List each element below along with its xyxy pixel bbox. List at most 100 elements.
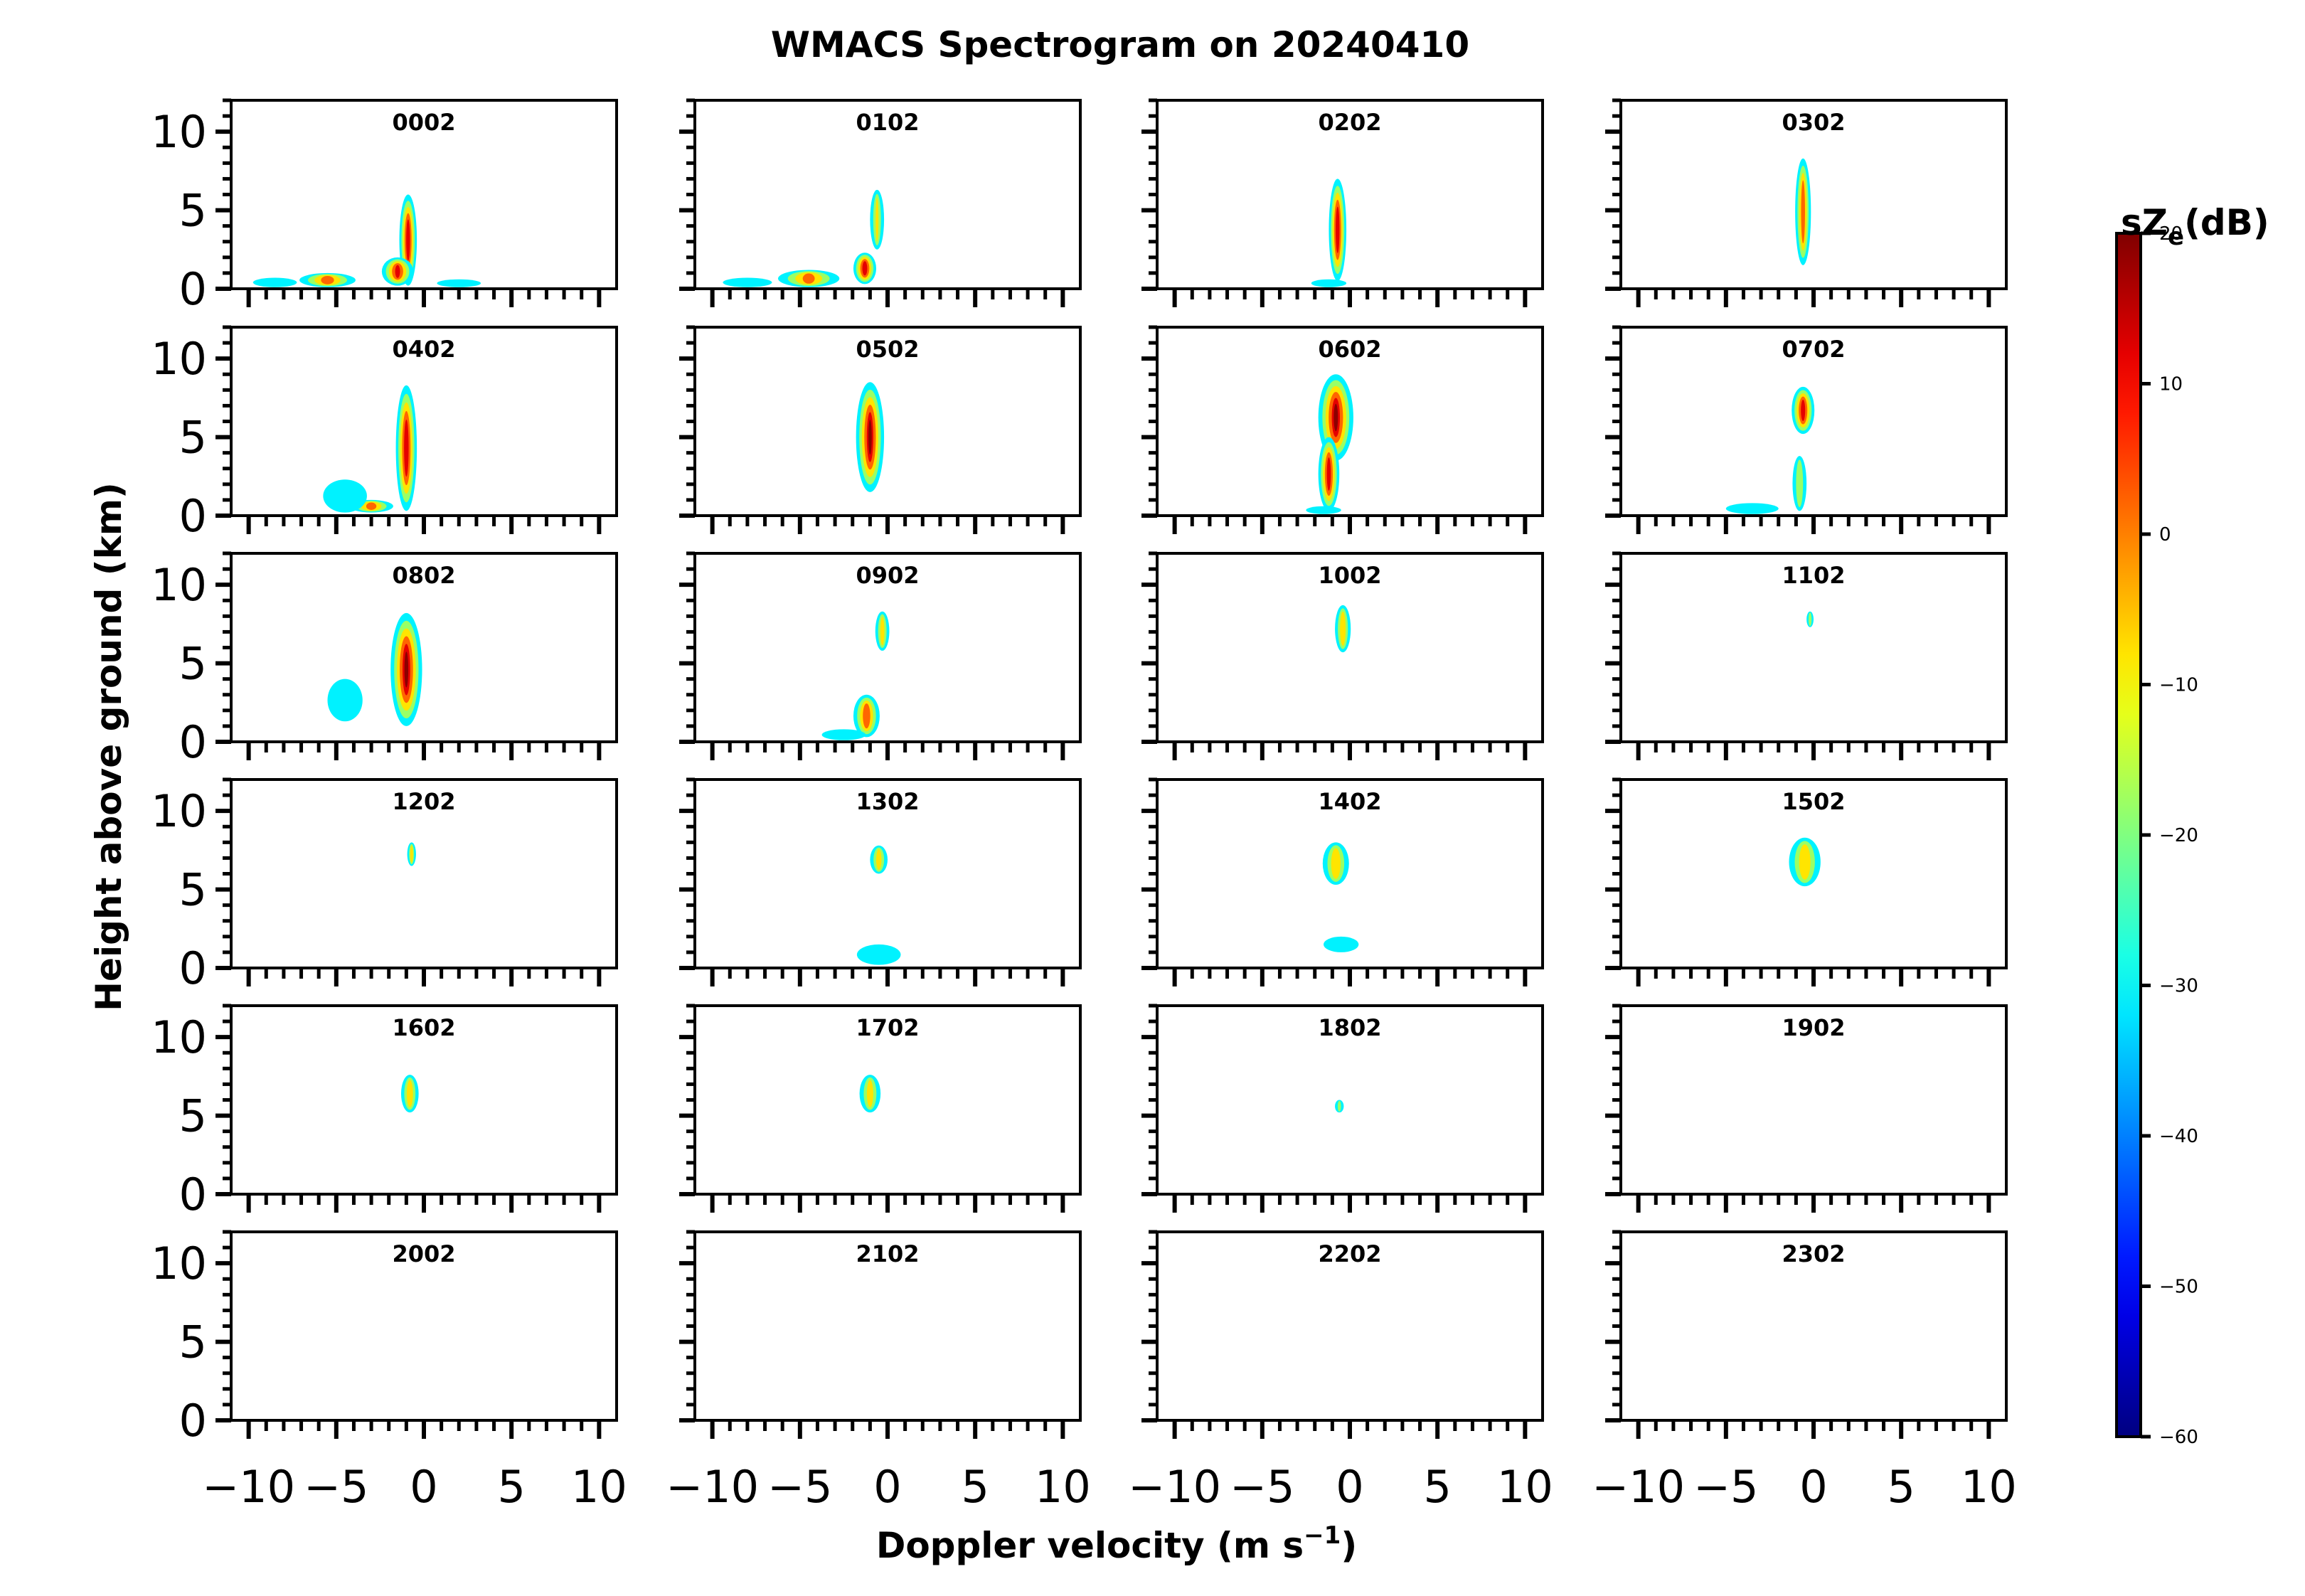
spectrogram-panel: 0302	[1605, 98, 2008, 307]
echo-layer	[1806, 611, 1814, 627]
colorbar-tick-label: −50	[2159, 1277, 2198, 1298]
x-tick-label: −10	[666, 1461, 759, 1513]
x-tick-label: −10	[1592, 1461, 1685, 1513]
spectrogram-panel: 1702	[679, 1004, 1082, 1213]
spectrogram-panel: 0002 0 5 10	[151, 98, 618, 315]
echo-contour	[868, 420, 872, 455]
spectrogram-panel: 1502	[1605, 777, 2008, 986]
x-tick-label: 10	[1497, 1461, 1553, 1513]
echo-contour	[723, 277, 772, 287]
spectrogram-panel: 1202 0 5 10	[151, 777, 618, 994]
panel-time-label: 2102	[856, 1240, 919, 1267]
spectrogram-panel: 0502	[679, 325, 1082, 534]
y-tick-label: 10	[151, 106, 207, 158]
echo-contour	[406, 219, 410, 261]
panel-time-label: 0002	[392, 109, 455, 136]
spectrogram-panel: 1602 0 5 10	[151, 1004, 618, 1220]
spectrogram-panel: 2002 0 5 10 −10 −5 0 5 10	[151, 1230, 627, 1513]
x-tick-label: 5	[1423, 1461, 1451, 1513]
colorbar-tick-label: −20	[2159, 825, 2198, 846]
panel-time-label: 0702	[1782, 336, 1845, 363]
y-tick-label: 10	[151, 785, 207, 837]
echo-contour	[1340, 611, 1346, 647]
x-axis-label-main: Doppler velocity (m s	[876, 1525, 1304, 1566]
colorbar-label-subscript: e	[2168, 223, 2184, 251]
x-tick-label: 5	[1887, 1461, 1915, 1513]
y-tick-label: 0	[179, 716, 207, 768]
echo-layer	[1335, 1100, 1344, 1113]
colorbar-tick-label: −30	[2159, 976, 2198, 997]
x-tick-label: 0	[1336, 1461, 1363, 1513]
panel-time-label: 0602	[1318, 336, 1381, 363]
colorbar: 20 10 0 −10 −20 −30 −40 −50 −60	[2115, 223, 2198, 1448]
y-tick-label: 5	[179, 638, 207, 690]
panel-time-label: 0402	[392, 336, 455, 363]
echo-layer	[252, 194, 481, 287]
y-tick-label: 5	[179, 185, 207, 237]
echo-contour	[1337, 1100, 1341, 1112]
panel-time-label: 0202	[1318, 109, 1381, 136]
echo-contour	[856, 944, 901, 965]
echo-layer	[1795, 158, 1811, 265]
echo-layer	[723, 189, 885, 287]
colorbar-tick-label: 10	[2159, 374, 2183, 395]
y-tick-label: 0	[179, 490, 207, 542]
echo-contour	[404, 419, 409, 477]
x-axis-label-superscript: −1	[1304, 1521, 1341, 1550]
echo-contour	[875, 849, 882, 871]
spectrogram-panel: 0902	[679, 551, 1082, 760]
colorbar-label-end: (dB)	[2184, 202, 2269, 243]
y-tick-label: 5	[179, 1090, 207, 1142]
colorbar-label-main: sZ	[2121, 202, 2168, 243]
spectrogram-panel: 0202	[1141, 98, 1544, 307]
echo-layer	[856, 382, 885, 492]
echo-layer	[1789, 837, 1821, 887]
echo-contour	[875, 198, 879, 242]
echo-contour	[1306, 506, 1341, 514]
echo-contour	[327, 679, 363, 722]
echo-contour	[252, 277, 297, 287]
x-axis-label: Doppler velocity (m s−1)	[876, 1521, 1357, 1566]
echo-contour	[1311, 279, 1347, 287]
echo-contour	[862, 261, 868, 276]
y-tick-label: 10	[151, 333, 207, 385]
y-tick-label: 10	[151, 1238, 207, 1289]
x-tick-label: 5	[961, 1461, 989, 1513]
echo-contour	[410, 845, 413, 863]
echo-layer	[856, 845, 901, 965]
echo-contour	[1808, 612, 1812, 627]
x-tick-label: 0	[873, 1461, 901, 1513]
colorbar-tick-label: −60	[2159, 1427, 2198, 1448]
echo-layer	[323, 385, 417, 513]
echo-layer	[1306, 374, 1353, 514]
spectrogram-panel: 2102 −10 −5 0 5 10	[666, 1230, 1091, 1513]
spectrogram-panel: 0702	[1605, 325, 2008, 534]
echo-layer	[1335, 605, 1351, 653]
y-tick-label: 5	[179, 1316, 207, 1368]
y-tick-label: 10	[151, 559, 207, 611]
x-tick-label: −5	[767, 1461, 832, 1513]
echo-contour	[1725, 503, 1779, 514]
echo-contour	[1324, 936, 1359, 952]
echo-layer	[859, 1075, 881, 1113]
x-tick-label: 10	[1961, 1461, 2017, 1513]
panel-time-label: 1702	[856, 1014, 919, 1041]
panel-time-label: 0502	[856, 336, 919, 363]
y-tick-label: 5	[179, 412, 207, 464]
x-tick-label: −10	[1128, 1461, 1221, 1513]
echo-contour	[1796, 459, 1804, 508]
echo-contour	[802, 273, 815, 284]
panel-time-label: 1002	[1318, 562, 1381, 589]
x-tick-label: −5	[304, 1461, 368, 1513]
colorbar-tick-label: 0	[2159, 524, 2171, 546]
colorbar-tick-label: −10	[2159, 675, 2198, 696]
panel-time-label: 1302	[856, 788, 919, 815]
y-tick-label: 10	[151, 1011, 207, 1063]
spectrogram-panel: 2202 −10 −5 0 5 10	[1128, 1230, 1553, 1513]
echo-contour	[437, 279, 481, 287]
echo-contour	[1331, 848, 1341, 879]
spectrogram-panel: 0402 0 5 10	[151, 325, 618, 542]
echo-layer	[400, 1075, 419, 1113]
colorbar-tick-label: 20	[2159, 223, 2183, 245]
x-tick-label: −10	[202, 1461, 295, 1513]
